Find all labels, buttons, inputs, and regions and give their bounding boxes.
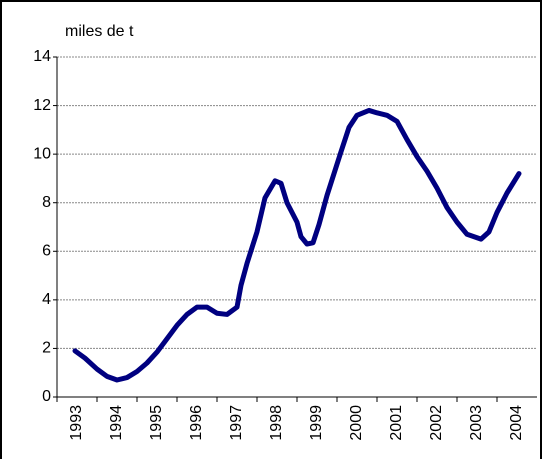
y-axis-label: miles de t bbox=[65, 23, 134, 40]
y-tick-label: 6 bbox=[42, 243, 51, 260]
x-tick-label: 2001 bbox=[388, 405, 405, 441]
x-tick-label: 2004 bbox=[508, 405, 525, 441]
x-tick-label: 2002 bbox=[428, 405, 445, 441]
x-tick-label: 2003 bbox=[468, 405, 485, 441]
x-tick-label: 1998 bbox=[268, 405, 285, 441]
y-tick-label: 14 bbox=[33, 48, 51, 65]
y-tick-label: 2 bbox=[42, 340, 51, 357]
y-tick-label: 10 bbox=[33, 145, 51, 162]
x-tick-label: 1999 bbox=[308, 405, 325, 441]
y-tick-label: 12 bbox=[33, 97, 51, 114]
data-line bbox=[72, 107, 522, 383]
x-tick-label: 1997 bbox=[228, 405, 245, 441]
x-tick-label: 1995 bbox=[148, 405, 165, 441]
y-tick-label: 8 bbox=[42, 194, 51, 211]
y-tick-label: 0 bbox=[42, 388, 51, 405]
y-tick-label: 4 bbox=[42, 291, 51, 308]
x-tick-label: 2000 bbox=[348, 405, 365, 441]
x-tick-label: 1996 bbox=[188, 405, 205, 441]
x-tick-label: 1994 bbox=[108, 405, 125, 441]
x-tick-label: 1993 bbox=[68, 405, 85, 441]
